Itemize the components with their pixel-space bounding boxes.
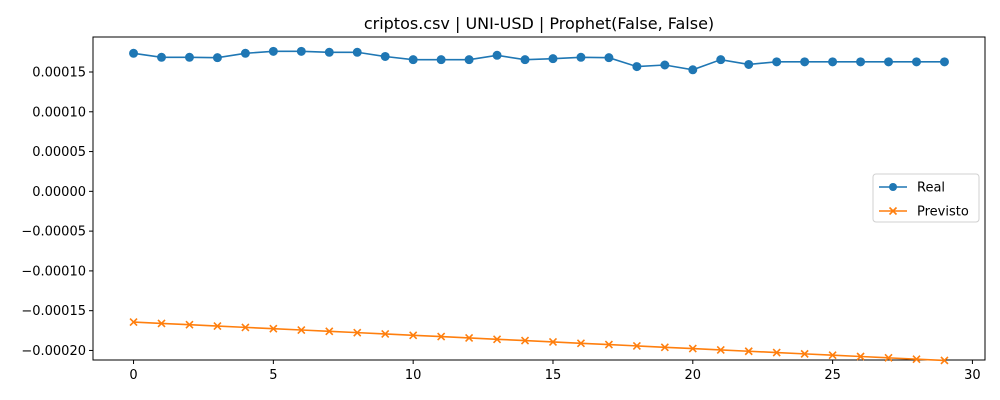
data-point [716, 345, 725, 354]
data-point [437, 332, 446, 341]
y-tick-label: −0.00020 [21, 344, 86, 359]
data-point [716, 55, 726, 65]
data-point [828, 57, 838, 67]
data-point [660, 60, 670, 70]
legend-swatch-marker [888, 206, 898, 216]
data-point [324, 47, 334, 57]
data-point [548, 54, 558, 64]
data-point [325, 327, 334, 336]
data-point [772, 348, 781, 357]
data-point [884, 353, 893, 362]
data-point [408, 55, 418, 65]
data-point [912, 355, 921, 364]
data-point [828, 351, 837, 360]
data-point [744, 59, 754, 69]
y-tick-label: 0.00000 [32, 185, 86, 200]
data-point [800, 349, 809, 358]
legend-swatch-marker [889, 183, 897, 191]
data-point [129, 317, 138, 327]
data-point [856, 57, 866, 67]
data-point [688, 65, 698, 75]
data-point [604, 53, 614, 63]
data-point [241, 323, 250, 332]
data-point [353, 328, 362, 337]
y-tick-label: 0.00015 [32, 66, 86, 81]
series-real [129, 46, 949, 75]
data-point [492, 335, 502, 344]
x-tick-label: 5 [269, 368, 277, 383]
legend: Real Previsto [872, 173, 980, 223]
data-point [772, 57, 782, 67]
plot-series [129, 46, 949, 365]
data-point [632, 62, 642, 72]
data-point [212, 53, 222, 63]
data-point [380, 51, 390, 61]
data-point [268, 46, 278, 56]
data-point [381, 329, 390, 339]
data-point [520, 336, 530, 345]
data-point [800, 57, 810, 67]
y-tick-label: 0.00005 [32, 145, 86, 160]
legend-label: Previsto [917, 205, 969, 220]
data-point [129, 48, 139, 58]
y-tick-label: 0.00010 [32, 105, 86, 120]
x-tick-label: 0 [129, 368, 137, 383]
plot-frame [92, 36, 986, 361]
y-tick-label: −0.00010 [21, 264, 86, 279]
x-tick-label: 20 [685, 368, 702, 383]
data-point [939, 57, 949, 67]
data-point [184, 52, 194, 62]
data-point [911, 57, 921, 67]
x-tick-label: 30 [964, 368, 981, 383]
data-point [744, 347, 753, 356]
data-point [269, 324, 278, 333]
data-point [632, 341, 641, 350]
series-line [133, 321, 945, 362]
data-point [436, 55, 446, 65]
data-point [409, 331, 418, 340]
data-point [688, 344, 697, 353]
legend-label: Real [917, 181, 945, 196]
data-point [352, 47, 362, 57]
data-point [296, 46, 306, 56]
axes: 0 5 10 15 20 25 30 −0.00020 −0.00015 −0.00010 −0.0… [21, 36, 986, 383]
y-tick-label: −0.00015 [21, 304, 86, 319]
data-point [884, 57, 894, 67]
data-point [464, 55, 474, 65]
series-line [133, 50, 945, 71]
data-point [940, 356, 949, 365]
data-point [185, 320, 194, 329]
data-point [520, 55, 530, 65]
legend-box [872, 173, 980, 223]
x-tick-label: 10 [405, 368, 422, 383]
data-point [576, 339, 586, 348]
data-point [297, 325, 306, 335]
data-point [548, 337, 558, 347]
data-point [157, 52, 167, 62]
data-point [240, 48, 250, 58]
legend-entry: Real [879, 181, 945, 196]
data-point [660, 343, 669, 352]
x-tick-label: 25 [824, 368, 841, 383]
x-tick-label: 15 [545, 368, 562, 383]
data-point [213, 321, 222, 331]
data-point [492, 50, 502, 60]
data-point [576, 52, 586, 62]
data-point [465, 333, 474, 343]
series-previsto [129, 317, 949, 365]
data-point [157, 319, 166, 328]
legend-entry: Previsto [879, 205, 969, 220]
data-point [856, 352, 865, 361]
data-point [604, 340, 613, 349]
y-tick-label: −0.00005 [21, 225, 86, 240]
chart-title: criptos.csv | UNI-USD | Prophet(False, F… [364, 14, 714, 33]
